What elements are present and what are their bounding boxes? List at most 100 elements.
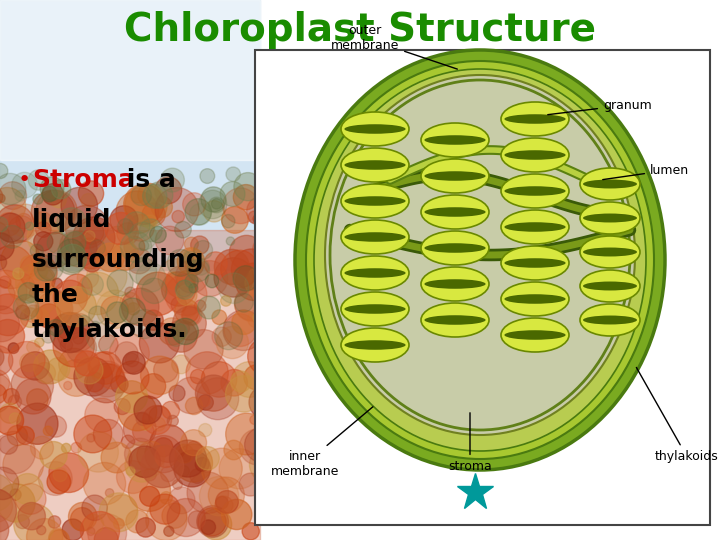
Circle shape — [57, 208, 86, 238]
Ellipse shape — [583, 247, 637, 256]
Circle shape — [193, 259, 210, 275]
Circle shape — [183, 303, 196, 317]
Circle shape — [209, 197, 225, 213]
Circle shape — [166, 266, 198, 299]
Circle shape — [0, 186, 3, 207]
Circle shape — [222, 500, 252, 530]
Circle shape — [20, 308, 40, 327]
Circle shape — [195, 457, 209, 471]
Circle shape — [196, 447, 220, 470]
Circle shape — [101, 442, 132, 473]
Circle shape — [107, 302, 128, 323]
Circle shape — [162, 503, 187, 528]
Circle shape — [116, 361, 149, 394]
Circle shape — [9, 204, 42, 237]
Circle shape — [194, 240, 212, 259]
Circle shape — [107, 270, 133, 296]
Circle shape — [35, 289, 71, 326]
Circle shape — [174, 299, 199, 323]
Circle shape — [35, 259, 48, 271]
Circle shape — [151, 197, 172, 218]
Circle shape — [16, 305, 30, 319]
Circle shape — [184, 237, 198, 251]
Circle shape — [66, 333, 96, 363]
Circle shape — [201, 187, 226, 212]
Circle shape — [53, 280, 87, 314]
Circle shape — [0, 346, 13, 376]
Circle shape — [114, 399, 130, 415]
Circle shape — [58, 244, 87, 273]
Circle shape — [173, 306, 207, 340]
Circle shape — [87, 434, 95, 442]
Circle shape — [50, 192, 66, 208]
Circle shape — [129, 446, 161, 477]
Circle shape — [167, 498, 205, 537]
Circle shape — [86, 363, 126, 403]
Ellipse shape — [505, 330, 566, 340]
Circle shape — [195, 375, 232, 411]
Circle shape — [50, 313, 90, 353]
Circle shape — [60, 232, 85, 258]
Text: stroma: stroma — [448, 413, 492, 473]
Circle shape — [57, 313, 96, 352]
Circle shape — [186, 397, 203, 415]
Circle shape — [84, 514, 104, 534]
Circle shape — [29, 261, 48, 280]
Circle shape — [220, 295, 231, 306]
Circle shape — [125, 353, 139, 367]
Circle shape — [71, 442, 81, 453]
Circle shape — [200, 168, 215, 184]
Circle shape — [78, 432, 118, 472]
Circle shape — [152, 417, 166, 431]
Text: the: the — [32, 283, 79, 307]
Ellipse shape — [424, 243, 485, 253]
Circle shape — [136, 262, 166, 292]
Circle shape — [124, 184, 164, 224]
Circle shape — [37, 304, 61, 328]
Circle shape — [130, 258, 157, 285]
Circle shape — [142, 278, 167, 303]
Text: granum: granum — [548, 98, 652, 114]
Circle shape — [245, 267, 276, 299]
Circle shape — [21, 352, 50, 380]
Circle shape — [132, 446, 164, 478]
Circle shape — [28, 170, 49, 190]
Circle shape — [186, 352, 228, 394]
Ellipse shape — [505, 294, 566, 304]
Circle shape — [76, 238, 107, 269]
Ellipse shape — [501, 174, 569, 208]
Circle shape — [245, 427, 280, 462]
Circle shape — [158, 259, 195, 296]
Circle shape — [216, 490, 238, 513]
Circle shape — [0, 205, 35, 244]
Circle shape — [47, 470, 71, 494]
Circle shape — [190, 469, 204, 483]
Circle shape — [143, 215, 157, 229]
Circle shape — [219, 273, 249, 303]
Circle shape — [47, 357, 70, 381]
Circle shape — [20, 254, 57, 291]
Circle shape — [116, 381, 148, 413]
Circle shape — [141, 445, 184, 488]
Circle shape — [36, 232, 72, 268]
Circle shape — [247, 196, 276, 226]
Circle shape — [49, 530, 69, 540]
Circle shape — [8, 343, 19, 354]
Circle shape — [0, 187, 26, 225]
Circle shape — [142, 203, 166, 226]
Circle shape — [144, 468, 156, 481]
Circle shape — [127, 303, 140, 315]
Ellipse shape — [344, 340, 405, 350]
Circle shape — [197, 378, 238, 420]
Circle shape — [216, 326, 248, 359]
Circle shape — [56, 287, 96, 327]
Circle shape — [155, 446, 177, 468]
Circle shape — [146, 182, 173, 208]
Circle shape — [117, 222, 138, 245]
Circle shape — [118, 392, 157, 431]
Circle shape — [53, 468, 67, 482]
Circle shape — [120, 298, 145, 324]
Circle shape — [73, 217, 115, 259]
Ellipse shape — [421, 123, 489, 157]
Circle shape — [0, 271, 27, 314]
